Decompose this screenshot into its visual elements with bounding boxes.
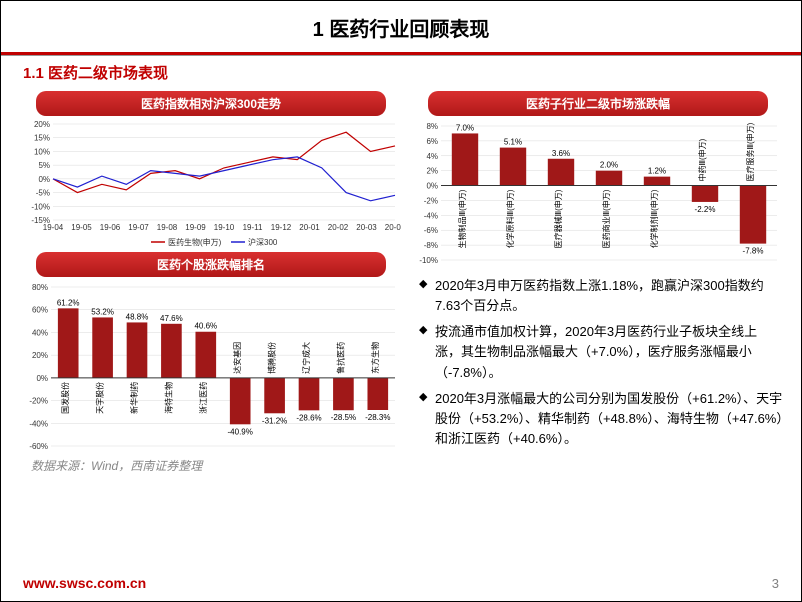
svg-text:医疗服务Ⅲ(申万): 医疗服务Ⅲ(申万) [745, 122, 755, 181]
svg-text:53.2%: 53.2% [91, 307, 114, 316]
svg-text:40%: 40% [32, 328, 48, 337]
slide: 1 医药行业回顾表现 1.1 医药二级市场表现 医药指数相对沪深300走势 -1… [0, 0, 802, 602]
svg-text:6%: 6% [426, 137, 438, 146]
svg-text:4%: 4% [426, 152, 438, 161]
svg-text:19-06: 19-06 [100, 223, 121, 232]
svg-text:20%: 20% [34, 120, 50, 129]
svg-text:化学制剂Ⅲ(申万): 化学制剂Ⅲ(申万) [649, 189, 659, 248]
svg-text:48.8%: 48.8% [126, 312, 149, 321]
svg-text:19-09: 19-09 [185, 223, 206, 232]
svg-text:-6%: -6% [424, 226, 438, 235]
svg-text:-5%: -5% [36, 189, 50, 198]
bullet-2: 按流通市值加权计算，2020年3月医药行业子板块全线上涨，其生物制品涨幅最大（+… [419, 322, 783, 382]
svg-text:19-07: 19-07 [128, 223, 149, 232]
footer-url: www.swsc.com.cn [23, 575, 146, 591]
svg-text:19-11: 19-11 [243, 223, 263, 232]
svg-text:19-12: 19-12 [271, 223, 292, 232]
svg-text:-7.8%: -7.8% [743, 247, 764, 256]
svg-text:-8%: -8% [424, 241, 438, 250]
svg-text:浙江医药: 浙江医药 [198, 382, 208, 414]
chart2-header: 医药个股涨跌幅排名 [36, 252, 386, 277]
svg-text:2%: 2% [426, 167, 438, 176]
svg-text:3.6%: 3.6% [552, 149, 570, 158]
svg-text:15%: 15% [34, 134, 50, 143]
svg-text:鲁抗医药: 鲁抗医药 [335, 342, 345, 374]
svg-text:生物制品Ⅲ(申万): 生物制品Ⅲ(申万) [457, 189, 467, 248]
right-column: 医药子行业二级市场涨跌幅 -10% -8% -6% -4% -2% 0% 2% 4% 6% 8% 7… [413, 87, 783, 455]
svg-text:19-04: 19-04 [43, 223, 64, 232]
svg-text:1.2%: 1.2% [648, 167, 666, 176]
svg-text:-31.2%: -31.2% [262, 416, 287, 425]
svg-text:-40.9%: -40.9% [228, 427, 253, 436]
title-bar: 1 医药行业回顾表现 [1, 1, 801, 48]
svg-text:0%: 0% [36, 374, 48, 383]
page-number: 3 [772, 576, 779, 591]
svg-text:10%: 10% [34, 147, 50, 156]
section-title: 1.1 医药二级市场表现 [1, 56, 801, 87]
svg-text:新华制药: 新华制药 [129, 382, 139, 414]
svg-text:-28.3%: -28.3% [365, 413, 390, 422]
svg-text:-28.5%: -28.5% [331, 413, 356, 422]
svg-text:天宇股份: 天宇股份 [95, 382, 105, 414]
svg-text:-28.6%: -28.6% [296, 413, 321, 422]
svg-text:40.6%: 40.6% [194, 322, 217, 331]
svg-text:8%: 8% [426, 122, 438, 131]
svg-text:7.0%: 7.0% [456, 123, 474, 132]
svg-text:-4%: -4% [424, 211, 438, 220]
svg-text:医药商业Ⅲ(申万): 医药商业Ⅲ(申万) [601, 189, 611, 248]
page-title: 1 医药行业回顾表现 [1, 13, 801, 42]
svg-text:辽宁成大: 辽宁成大 [301, 342, 311, 374]
svg-text:19-08: 19-08 [157, 223, 178, 232]
svg-text:19-10: 19-10 [214, 223, 235, 232]
content-area: 医药指数相对沪深300走势 -15%-10%-5%0%5%10%15%20%19… [1, 87, 801, 455]
chart3-bar: -10% -8% -6% -4% -2% 0% 2% 4% 6% 8% 7.0% 生物制品Ⅲ(申万) 5… [413, 118, 783, 268]
svg-text:5%: 5% [38, 161, 50, 170]
svg-text:东方生物: 东方生物 [370, 342, 380, 374]
svg-text:0%: 0% [38, 175, 50, 184]
svg-text:2.0%: 2.0% [600, 161, 618, 170]
svg-text:80%: 80% [32, 283, 48, 292]
svg-text:达安基因: 达安基因 [232, 342, 242, 374]
chart1-header: 医药指数相对沪深300走势 [36, 91, 386, 116]
svg-text:-60%: -60% [29, 442, 48, 451]
svg-text:博腾股份: 博腾股份 [267, 342, 277, 374]
svg-text:20-03: 20-03 [356, 223, 377, 232]
svg-text:医疗器械Ⅲ(申万): 医疗器械Ⅲ(申万) [553, 189, 563, 248]
svg-text:0%: 0% [426, 182, 438, 191]
chart3-header: 医药子行业二级市场涨跌幅 [428, 91, 768, 116]
svg-text:61.2%: 61.2% [57, 298, 80, 307]
svg-text:海特生物: 海特生物 [163, 382, 173, 414]
svg-text:-2.2%: -2.2% [695, 205, 716, 214]
svg-text:国发股份: 国发股份 [60, 382, 70, 414]
svg-text:-2%: -2% [424, 196, 438, 205]
svg-text:沪深300: 沪深300 [248, 237, 278, 247]
bullet-list: 2020年3月申万医药指数上涨1.18%，跑赢沪深300指数约7.63个百分点。… [413, 268, 783, 449]
chart1-line: -15%-10%-5%0%5%10%15%20%19-0419-0519-061… [21, 118, 401, 248]
bullet-1: 2020年3月申万医药指数上涨1.18%，跑赢沪深300指数约7.63个百分点。 [419, 276, 783, 316]
svg-text:20-01: 20-01 [299, 223, 320, 232]
svg-text:60%: 60% [32, 306, 48, 315]
svg-text:-10%: -10% [419, 256, 438, 265]
svg-text:医药生物(申万): 医药生物(申万) [168, 237, 222, 247]
svg-text:47.6%: 47.6% [160, 314, 183, 323]
left-column: 医药指数相对沪深300走势 -15%-10%-5%0%5%10%15%20%19… [21, 87, 401, 455]
chart2-bar: -60% -40% -20% 0% 20% 40% 60% 80% 61.2% 国发股份 53.2%… [21, 279, 401, 454]
svg-text:中药Ⅲ(申万): 中药Ⅲ(申万) [697, 138, 707, 181]
svg-text:20-02: 20-02 [328, 223, 349, 232]
svg-text:5.1%: 5.1% [504, 138, 522, 147]
bullet-3: 2020年3月涨幅最大的公司分别为国发股份（+61.2%）、天宇股份（+53.2… [419, 389, 783, 449]
svg-text:20%: 20% [32, 351, 48, 360]
data-source: 数据来源：Wind，西南证券整理 [1, 457, 801, 474]
svg-text:-10%: -10% [31, 202, 50, 211]
svg-text:-40%: -40% [29, 419, 48, 428]
svg-text:化学原料Ⅲ(申万): 化学原料Ⅲ(申万) [505, 189, 515, 248]
svg-text:19-05: 19-05 [71, 223, 92, 232]
svg-text:20-04: 20-04 [385, 223, 401, 232]
svg-text:-20%: -20% [29, 397, 48, 406]
